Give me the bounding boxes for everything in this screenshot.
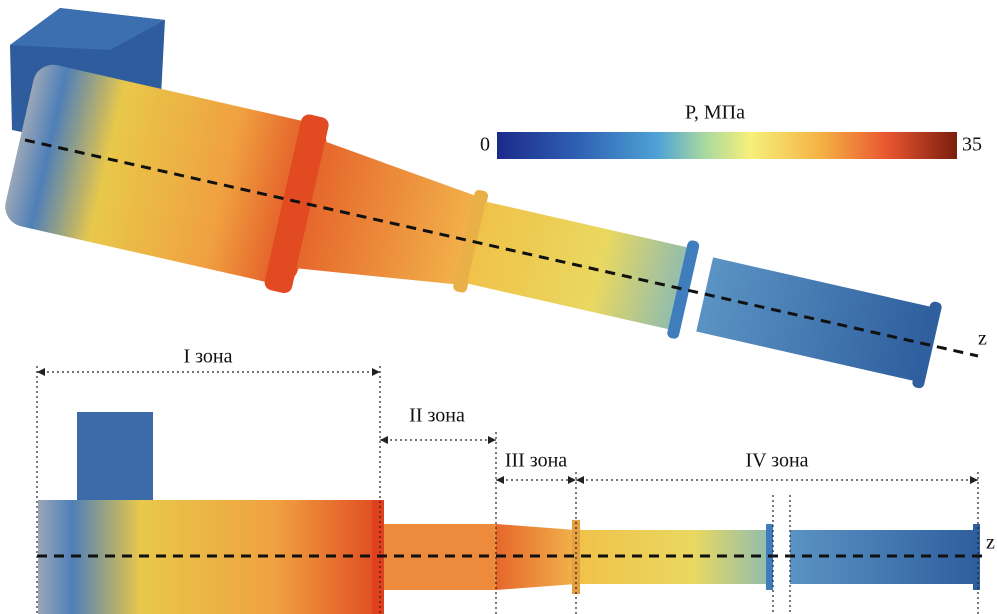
zone-label: III зона (505, 450, 567, 472)
colorbar-max: 35 (962, 134, 982, 156)
colorbar: P, МПа 0 35 (480, 102, 982, 159)
tube-end (696, 257, 933, 381)
tube-end (790, 530, 976, 584)
zone-label: II зона (409, 405, 465, 427)
colorbar-min: 0 (480, 134, 490, 156)
hopper (77, 412, 153, 504)
axis-label: z (978, 328, 987, 350)
zone-label: IV зона (745, 450, 808, 472)
figure: z P, МПа 0 35 z (0, 0, 997, 614)
colorbar-title: P, МПа (685, 102, 745, 124)
zone-label: I зона (183, 346, 232, 368)
axis-label: z (986, 532, 995, 554)
side-view: z I зона II зона III зона IV зона (37, 346, 995, 614)
colorbar-scale (497, 132, 957, 159)
